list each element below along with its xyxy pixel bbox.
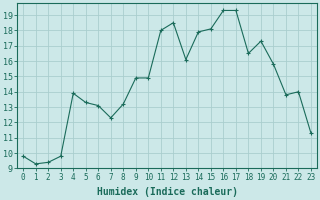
X-axis label: Humidex (Indice chaleur): Humidex (Indice chaleur) [97, 187, 237, 197]
